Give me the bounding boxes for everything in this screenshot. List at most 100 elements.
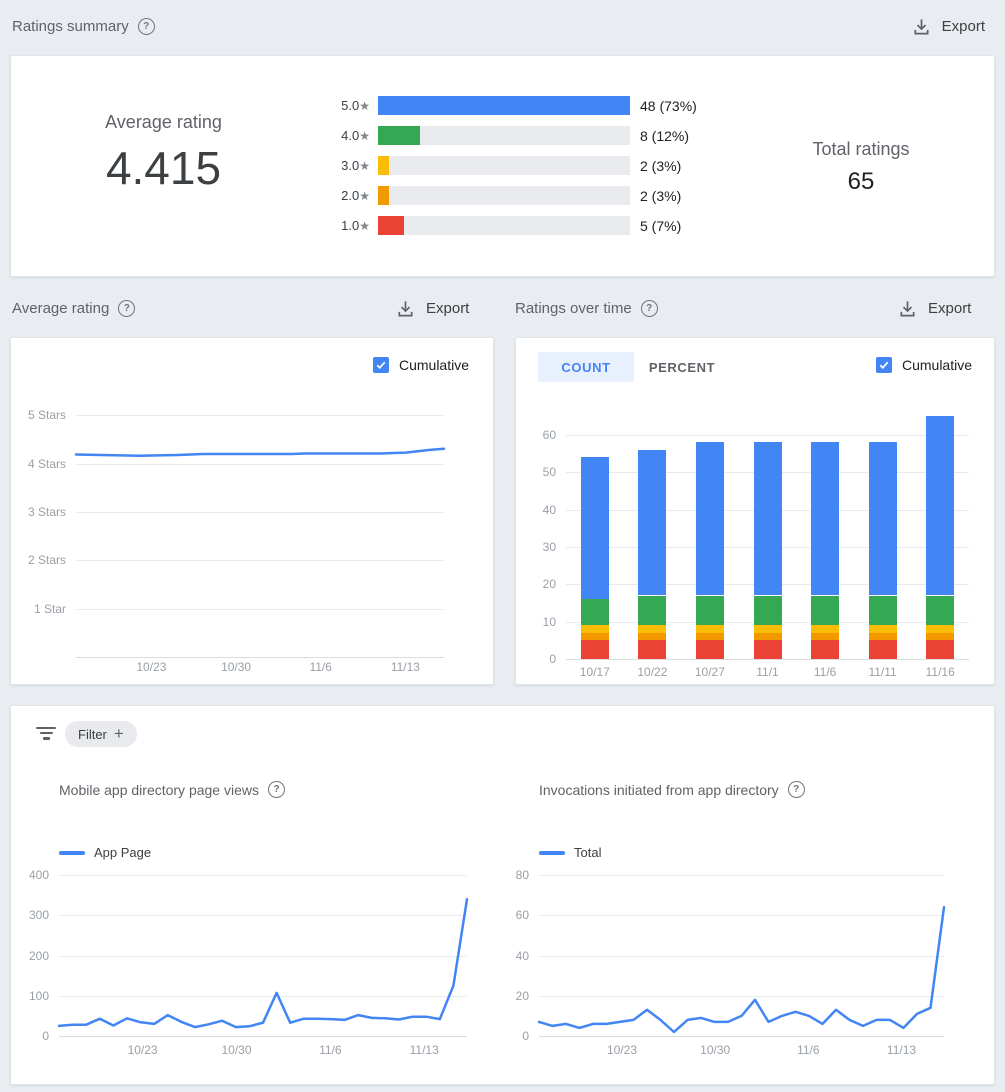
bar-segment-2-stars: [580, 632, 609, 641]
distribution-star-label: 1.0★: [306, 218, 370, 233]
bar-segment-2-stars: [638, 632, 667, 641]
invocations-title-row: Invocations initiated from app directory…: [539, 781, 805, 798]
distribution-star-label: 5.0★: [306, 98, 370, 113]
ratings-over-time-chart-card: COUNT PERCENT Cumulative 0 10 20 30 40 50 60 10…: [515, 337, 995, 685]
y-axis-label: 2 Stars: [27, 553, 66, 568]
tab-percent[interactable]: PERCENT: [648, 359, 716, 375]
ratings-summary-header: Ratings summary ?: [12, 18, 155, 35]
distribution-row: 5.0★ 48 (73%): [306, 96, 726, 115]
filter-chip[interactable]: Filter +: [65, 721, 137, 747]
star-icon: ★: [359, 159, 370, 173]
y-axis-label: 0: [42, 1029, 49, 1043]
y-axis-label: 0: [522, 1029, 529, 1043]
legend-label: Total: [574, 845, 602, 860]
bar-segment-1-star: [868, 640, 897, 659]
ratings-over-time-header: Ratings over time ?: [515, 300, 658, 317]
series-app-page: [57, 897, 469, 1029]
distribution-bar-track: [378, 96, 630, 115]
y-axis-label: 0: [549, 652, 556, 666]
bar-segment-3-stars: [926, 625, 955, 633]
series-cumulative-average-rating: [74, 447, 446, 457]
page-views-title-row: Mobile app directory page views ?: [59, 781, 285, 798]
bar-segment-2-stars: [868, 632, 897, 641]
y-axis-label: 300: [28, 908, 49, 923]
grid-line: [539, 995, 944, 997]
filter-list-icon[interactable]: [35, 727, 57, 743]
help-icon[interactable]: ?: [640, 300, 658, 317]
y-axis-label: 4 Stars: [27, 456, 66, 471]
distribution-bar-fill: [378, 96, 630, 115]
distribution-row: 1.0★ 5 (7%): [306, 216, 726, 235]
page-views-legend: App Page: [59, 845, 151, 860]
x-axis-label: 11/16: [925, 665, 955, 679]
bar-segment-1-star: [638, 640, 667, 659]
invocations_from_directory-line: [537, 905, 946, 1034]
distribution-star-label: 3.0★: [306, 158, 370, 173]
distribution-value-label: 8 (12%): [640, 128, 690, 144]
y-axis-label: 10: [542, 614, 556, 629]
grid-line: [59, 915, 467, 917]
distribution-value-label: 2 (3%): [640, 158, 682, 174]
y-axis-label: 20: [542, 577, 556, 592]
grid-line: [76, 512, 444, 513]
grid-line: [539, 1036, 944, 1037]
bar-segment-4-stars: [811, 595, 840, 626]
distribution-bar-fill: [378, 126, 420, 145]
help-icon[interactable]: ?: [137, 18, 155, 35]
grid-line: [59, 995, 467, 997]
cumulative-checkbox[interactable]: [875, 357, 892, 373]
x-axis-label: 10/30: [700, 1043, 731, 1057]
cumulative-checkbox-row: Cumulative: [372, 357, 469, 373]
bar-segment-5-stars: [811, 442, 840, 596]
x-axis-label: 10/23: [127, 1043, 158, 1057]
bar-segment-1-star: [580, 640, 609, 659]
bar-segment-2-stars: [753, 632, 782, 641]
star-icon: ★: [359, 189, 370, 203]
app-directory-card: Filter + Mobile app directory page views…: [10, 705, 995, 1085]
bar-segment-3-stars: [638, 625, 667, 633]
star-count-text: 1.0: [341, 218, 360, 233]
distribution-bar-fill: [378, 216, 405, 235]
ratings-summary-export-button[interactable]: Export: [912, 17, 985, 36]
help-icon[interactable]: ?: [787, 781, 805, 798]
y-axis-label: 40: [515, 948, 529, 963]
grid-line: [539, 875, 944, 876]
average-rating-export-button[interactable]: Export: [396, 299, 469, 318]
help-icon[interactable]: ?: [268, 781, 285, 798]
cumulative-checkbox-label: Cumulative: [398, 357, 469, 373]
bar-segment-5-stars: [638, 449, 667, 596]
bar-segment-4-stars: [926, 595, 955, 626]
y-axis-label: 60: [542, 427, 556, 442]
y-axis-label: 1 Star: [33, 601, 66, 616]
y-axis-label: 50: [542, 465, 556, 480]
y-axis-label: 100: [28, 988, 49, 1003]
cumulative-checkbox-label: Cumulative: [901, 357, 972, 373]
grid-line: [566, 659, 969, 660]
bar-segment-5-stars: [753, 442, 782, 596]
average-rating-chart-card: Cumulative 5 Stars 4 Stars 3 Stars 2 Stars 1…: [10, 337, 494, 685]
help-icon[interactable]: ?: [118, 300, 136, 317]
bar-segment-3-stars: [868, 625, 897, 633]
star-count-text: 2.0: [341, 188, 360, 203]
distribution-bar-track: [378, 186, 630, 205]
grid-line: [76, 608, 444, 610]
x-axis-label: 10/27: [694, 665, 725, 679]
x-axis-label: 10/17: [579, 665, 610, 679]
bar-segment-2-stars: [811, 632, 840, 641]
grid-line: [76, 560, 444, 562]
tab-count[interactable]: COUNT: [538, 352, 634, 382]
star-count-text: 3.0: [341, 158, 360, 173]
x-axis-label: 11/1: [756, 665, 779, 679]
x-axis-label: 11/13: [390, 660, 420, 674]
grid-line: [59, 875, 467, 876]
distribution-bar-track: [378, 216, 630, 235]
bar-segment-3-stars: [753, 625, 782, 633]
bar-segment-1-star: [753, 640, 782, 659]
bar-segment-3-stars: [580, 625, 609, 633]
bar-segment-2-stars: [695, 632, 724, 641]
cumulative-checkbox[interactable]: [372, 357, 389, 373]
bar-segment-5-stars: [580, 457, 609, 600]
ratings-over-time-export-button[interactable]: Export: [898, 299, 971, 318]
legend-line-swatch: [59, 850, 85, 855]
